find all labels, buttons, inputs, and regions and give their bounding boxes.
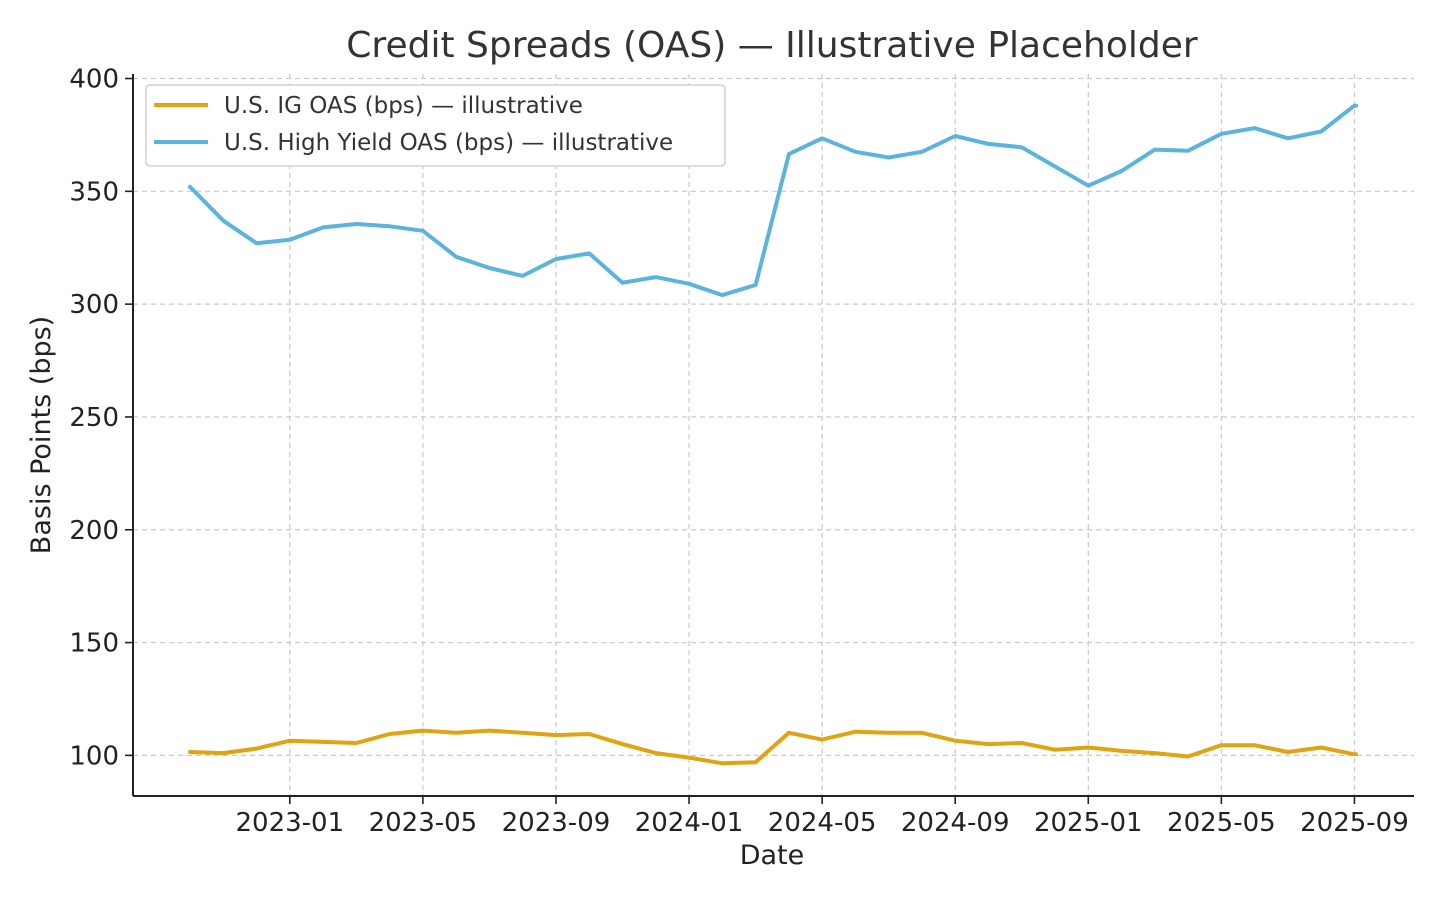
legend-label-ig: U.S. IG OAS (bps) — illustrative — [224, 93, 583, 119]
x-axis-label: Date — [740, 840, 805, 871]
series-lines — [188, 103, 1358, 766]
y-tick-label: 250 — [69, 403, 119, 433]
x-tick-label: 2023-09 — [502, 808, 611, 838]
tick-labels: 100 150 200 250 300 350 400 2023-01 2023-05 2023-… — [69, 65, 1408, 838]
axes — [132, 74, 1414, 797]
y-tick-label: 150 — [69, 629, 119, 659]
y-tick-label: 100 — [69, 741, 119, 771]
grid-lines — [133, 74, 1414, 796]
x-tick-label: 2023-05 — [369, 808, 478, 838]
x-tick-label: 2023-01 — [235, 808, 344, 838]
series-line-ig-oas — [188, 728, 1358, 766]
x-tick-label: 2025-09 — [1300, 808, 1409, 838]
y-tick-label: 400 — [69, 65, 119, 95]
y-tick-label: 350 — [69, 177, 119, 207]
legend-box — [145, 84, 726, 167]
x-tick-label: 2025-05 — [1167, 808, 1276, 838]
x-tick-label: 2024-09 — [901, 808, 1010, 838]
y-tick-label: 300 — [69, 290, 119, 320]
x-tick-label: 2025-01 — [1034, 808, 1143, 838]
legend-label-hy: U.S. High Yield OAS (bps) — illustrative — [224, 130, 673, 156]
x-tick-label: 2024-05 — [768, 808, 877, 838]
series-line-hy-oas — [188, 103, 1358, 298]
x-tick-label: 2024-01 — [635, 808, 744, 838]
legend: U.S. IG OAS (bps) — illustrative U.S. Hi… — [145, 84, 726, 167]
y-tick-label: 200 — [69, 516, 119, 546]
chart-title: Credit Spreads (OAS) — Illustrative Plac… — [346, 25, 1198, 66]
y-axis-label: Basis Points (bps) — [26, 316, 57, 554]
